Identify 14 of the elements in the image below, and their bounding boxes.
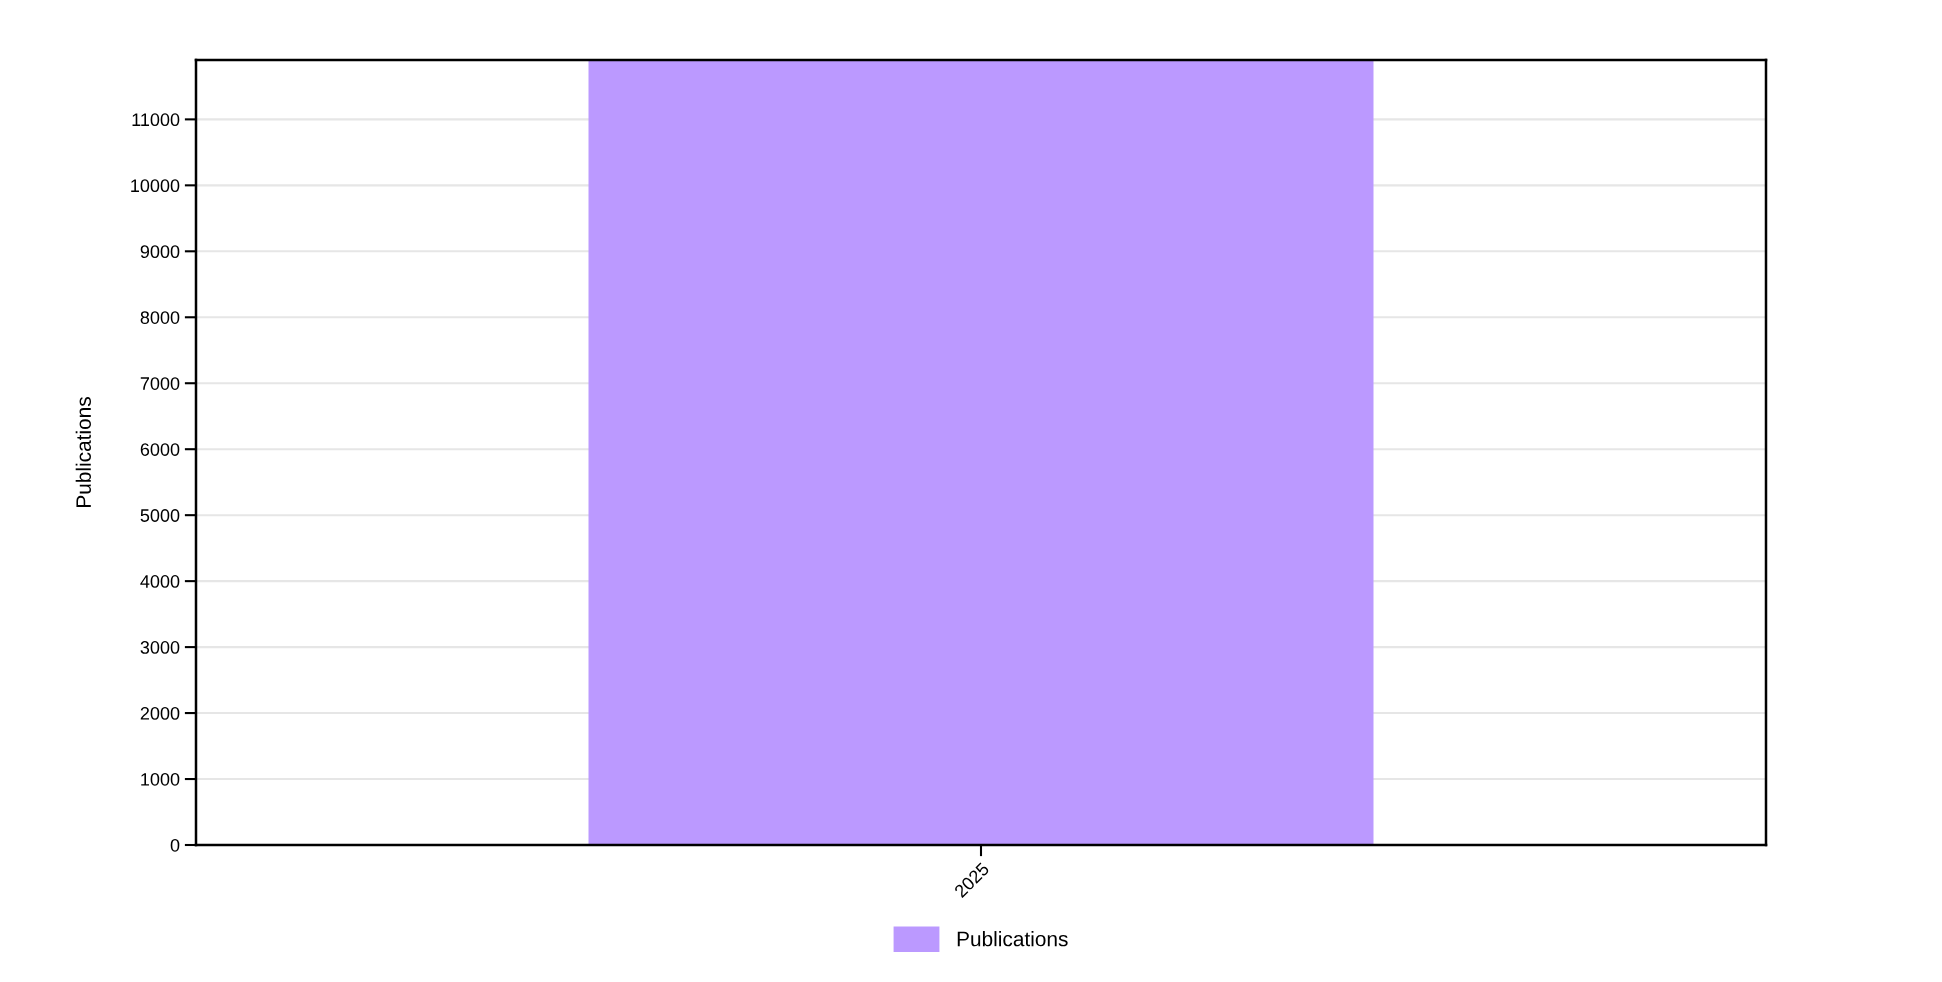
- y-tick-label: 8000: [140, 311, 180, 324]
- y-tick-label: 1000: [141, 772, 180, 786]
- legend-label: Publications: [957, 931, 1068, 947]
- y-tick-label: 5000: [140, 509, 180, 522]
- y-tick-label: 11000: [132, 113, 180, 127]
- y-tick-label: 0: [170, 838, 180, 852]
- y-tick-label: 3000: [140, 641, 180, 654]
- y-tick-label: 9000: [140, 245, 180, 259]
- y-tick-label: 7000: [140, 377, 180, 390]
- y-tick-label: 2000: [140, 707, 180, 720]
- y-tick-label: 10000: [131, 179, 180, 193]
- y-tick-label: 6000: [140, 443, 180, 456]
- y-tick-label: 4000: [140, 575, 180, 588]
- y-axis-title: Publications: [75, 397, 91, 507]
